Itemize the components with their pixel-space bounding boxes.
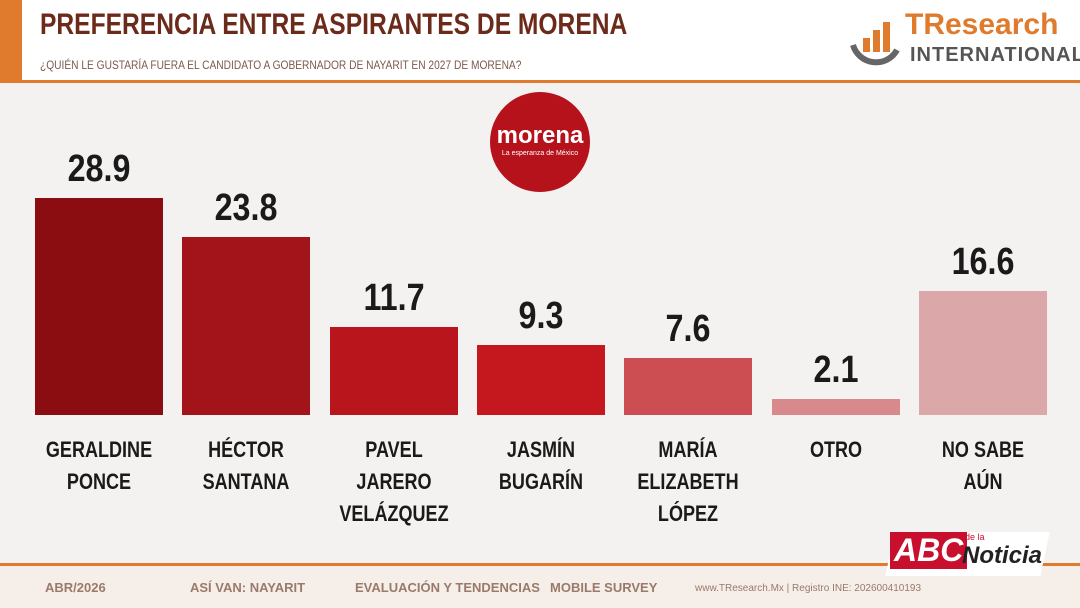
brand-logo: TResearch	[905, 8, 1059, 41]
x-tick-label: HÉCTOR SANTANA	[202, 437, 290, 494]
data-label: 28.9	[67, 148, 131, 191]
footer-item: ABR/2026	[45, 580, 106, 595]
watermark-word: Noticia	[962, 542, 1043, 569]
x-tick-label: PAVEL JARERO VELÁZQUEZ	[338, 437, 449, 526]
footer-registry: www.TResearch.Mx | Registro INE: 2026004…	[695, 583, 922, 594]
x-tick-label: JASMÍN BUGARÍN	[498, 437, 583, 494]
header	[0, 0, 1080, 83]
footer-item: MOBILE SURVEY	[550, 580, 658, 595]
x-tick-label: NO SABE AÚN	[941, 437, 1024, 494]
x-tick-label: MARÍA ELIZABETH LÓPEZ	[637, 437, 739, 526]
data-label: 11.7	[363, 277, 425, 320]
x-tick-label: GERALDINE PONCE	[45, 437, 153, 494]
bar	[624, 358, 753, 415]
bar	[35, 198, 163, 415]
data-label: 23.8	[214, 186, 278, 229]
data-label: 7.6	[665, 308, 711, 350]
brand-tagline: INTERNATIONAL	[910, 44, 1080, 66]
accent	[0, 0, 22, 80]
chart-title: PREFERENCIA ENTRE ASPIRANTES DE MORENA	[40, 8, 628, 41]
party-logo	[490, 92, 590, 192]
bar	[329, 327, 458, 415]
bar	[918, 290, 1047, 415]
brand-icon	[850, 22, 900, 66]
footer	[0, 563, 1080, 608]
party-slogan: La esperanza de México	[501, 150, 579, 157]
data-label: 16.6	[951, 240, 1015, 283]
bar	[476, 345, 605, 415]
chart-subtitle: ¿QUIÉN LE GUSTARÍA FUERA EL CANDIDATO A …	[40, 58, 522, 72]
bar	[182, 236, 311, 415]
watermark-connector: de la	[965, 532, 985, 542]
party-name: morena	[496, 122, 584, 149]
watermark-brand: ABC	[890, 532, 968, 569]
footer-item: EVALUACIÓN Y TENDENCIAS	[355, 580, 540, 595]
bar	[771, 399, 900, 415]
data-label: 2.1	[813, 349, 858, 392]
x-tick-label: OTRO	[809, 437, 862, 462]
footer-item: ASÍ VAN: NAYARIT	[190, 580, 306, 595]
data-label: 9.3	[518, 295, 564, 338]
